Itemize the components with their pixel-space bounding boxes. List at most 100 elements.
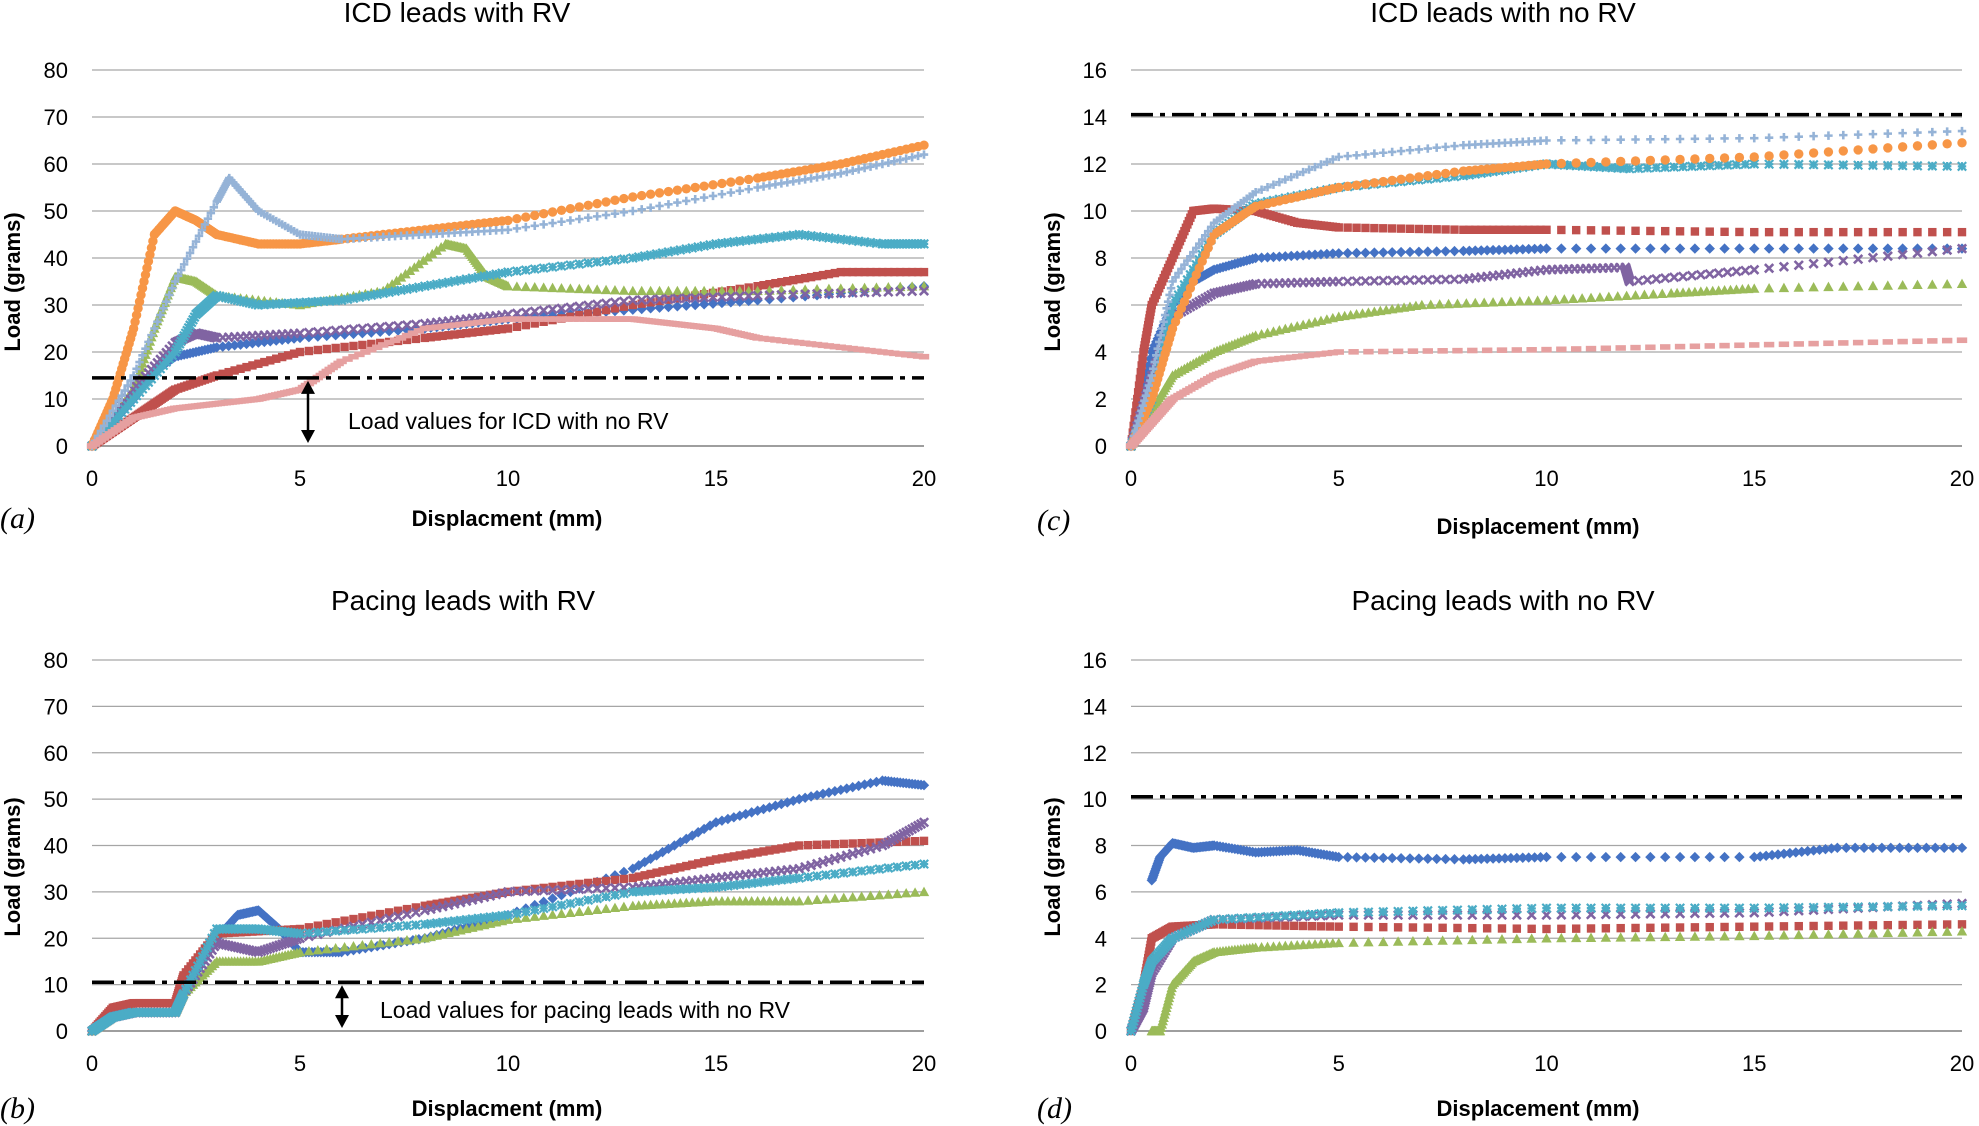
data-point [1808, 282, 1819, 292]
data-point [1257, 185, 1266, 194]
data-point [419, 325, 430, 332]
data-point [1360, 179, 1371, 189]
data-point [842, 267, 851, 277]
data-point [384, 908, 394, 917]
data-point [375, 938, 386, 948]
data-point [669, 245, 680, 256]
data-point [1361, 150, 1370, 159]
data-point [1689, 851, 1701, 863]
data-point [1153, 344, 1162, 353]
data-point [529, 905, 540, 916]
data-point [892, 862, 903, 873]
data-point [1541, 243, 1552, 254]
data-point [1141, 391, 1151, 400]
data-point [1274, 355, 1285, 362]
data-point [1867, 160, 1878, 171]
data-point [1823, 340, 1834, 347]
data-point [197, 951, 208, 962]
data-point [375, 922, 386, 933]
data-point [392, 911, 404, 922]
data-point [1363, 907, 1374, 918]
data-point [1176, 929, 1187, 940]
data-point [1206, 916, 1217, 927]
data-point [1470, 245, 1481, 256]
series-cyan-d [1126, 900, 1967, 1036]
data-point [1678, 161, 1688, 172]
data-point [693, 883, 704, 894]
data-point [1289, 910, 1300, 921]
data-point [1675, 227, 1685, 236]
data-point [491, 911, 502, 922]
data-point [1660, 273, 1671, 284]
data-point [1763, 263, 1775, 274]
data-point [1957, 161, 1967, 172]
data-point [1778, 243, 1790, 254]
data-point [1689, 243, 1701, 254]
data-point [592, 893, 603, 904]
data-point [449, 322, 460, 328]
data-point [919, 836, 929, 846]
data-point [556, 316, 567, 322]
data-point [628, 192, 638, 202]
data-point [1464, 854, 1475, 865]
panel-label-b: (b) [0, 1092, 35, 1125]
data-point [1868, 144, 1878, 154]
data-point [1867, 339, 1879, 346]
data-point [735, 186, 744, 196]
data-point [1392, 348, 1404, 355]
data-point [1404, 853, 1416, 864]
data-point [1646, 135, 1655, 144]
data-point [147, 331, 156, 340]
data-point [1303, 352, 1315, 359]
data-point [574, 316, 585, 322]
data-point [1476, 853, 1487, 865]
data-point [770, 337, 781, 343]
data-point [1188, 923, 1199, 934]
data-point [1370, 149, 1379, 158]
data-point [203, 214, 213, 223]
data-point [303, 927, 314, 938]
data-point [1342, 181, 1353, 192]
data-point [909, 887, 921, 897]
x-tick-label: 10 [496, 466, 520, 491]
y-axis-label-a: Load (grams) [0, 212, 25, 351]
data-point [1452, 298, 1463, 308]
data-point [1897, 279, 1908, 290]
data-point [803, 871, 814, 882]
data-point [640, 871, 649, 880]
data-point [396, 285, 407, 296]
data-point [520, 281, 532, 292]
data-point [743, 295, 754, 307]
data-point [248, 361, 257, 370]
data-point [384, 321, 395, 332]
data-point [901, 837, 911, 846]
data-point [592, 877, 602, 887]
data-point [1156, 331, 1165, 340]
data-point [1405, 173, 1415, 183]
data-point [1764, 902, 1775, 913]
data-point [1704, 243, 1715, 254]
data-point [1571, 158, 1581, 168]
data-point [1760, 850, 1772, 861]
x-tick-label: 0 [1125, 1051, 1137, 1076]
data-point [1867, 842, 1879, 854]
data-point [1731, 159, 1742, 170]
data-point [372, 344, 383, 351]
data-point [1143, 386, 1152, 395]
data-point [1556, 932, 1567, 943]
data-point [847, 345, 858, 352]
data-point [1379, 148, 1388, 157]
data-point [530, 210, 540, 221]
data-point [1408, 923, 1418, 932]
data-point [1894, 842, 1905, 854]
data-point [746, 234, 757, 245]
data-point [1170, 931, 1181, 942]
data-point [159, 304, 168, 313]
data-point [723, 853, 733, 862]
data-point [609, 882, 621, 894]
data-point [1361, 223, 1370, 233]
data-point [1956, 926, 1968, 936]
data-point [741, 850, 750, 859]
data-point [1396, 224, 1406, 233]
